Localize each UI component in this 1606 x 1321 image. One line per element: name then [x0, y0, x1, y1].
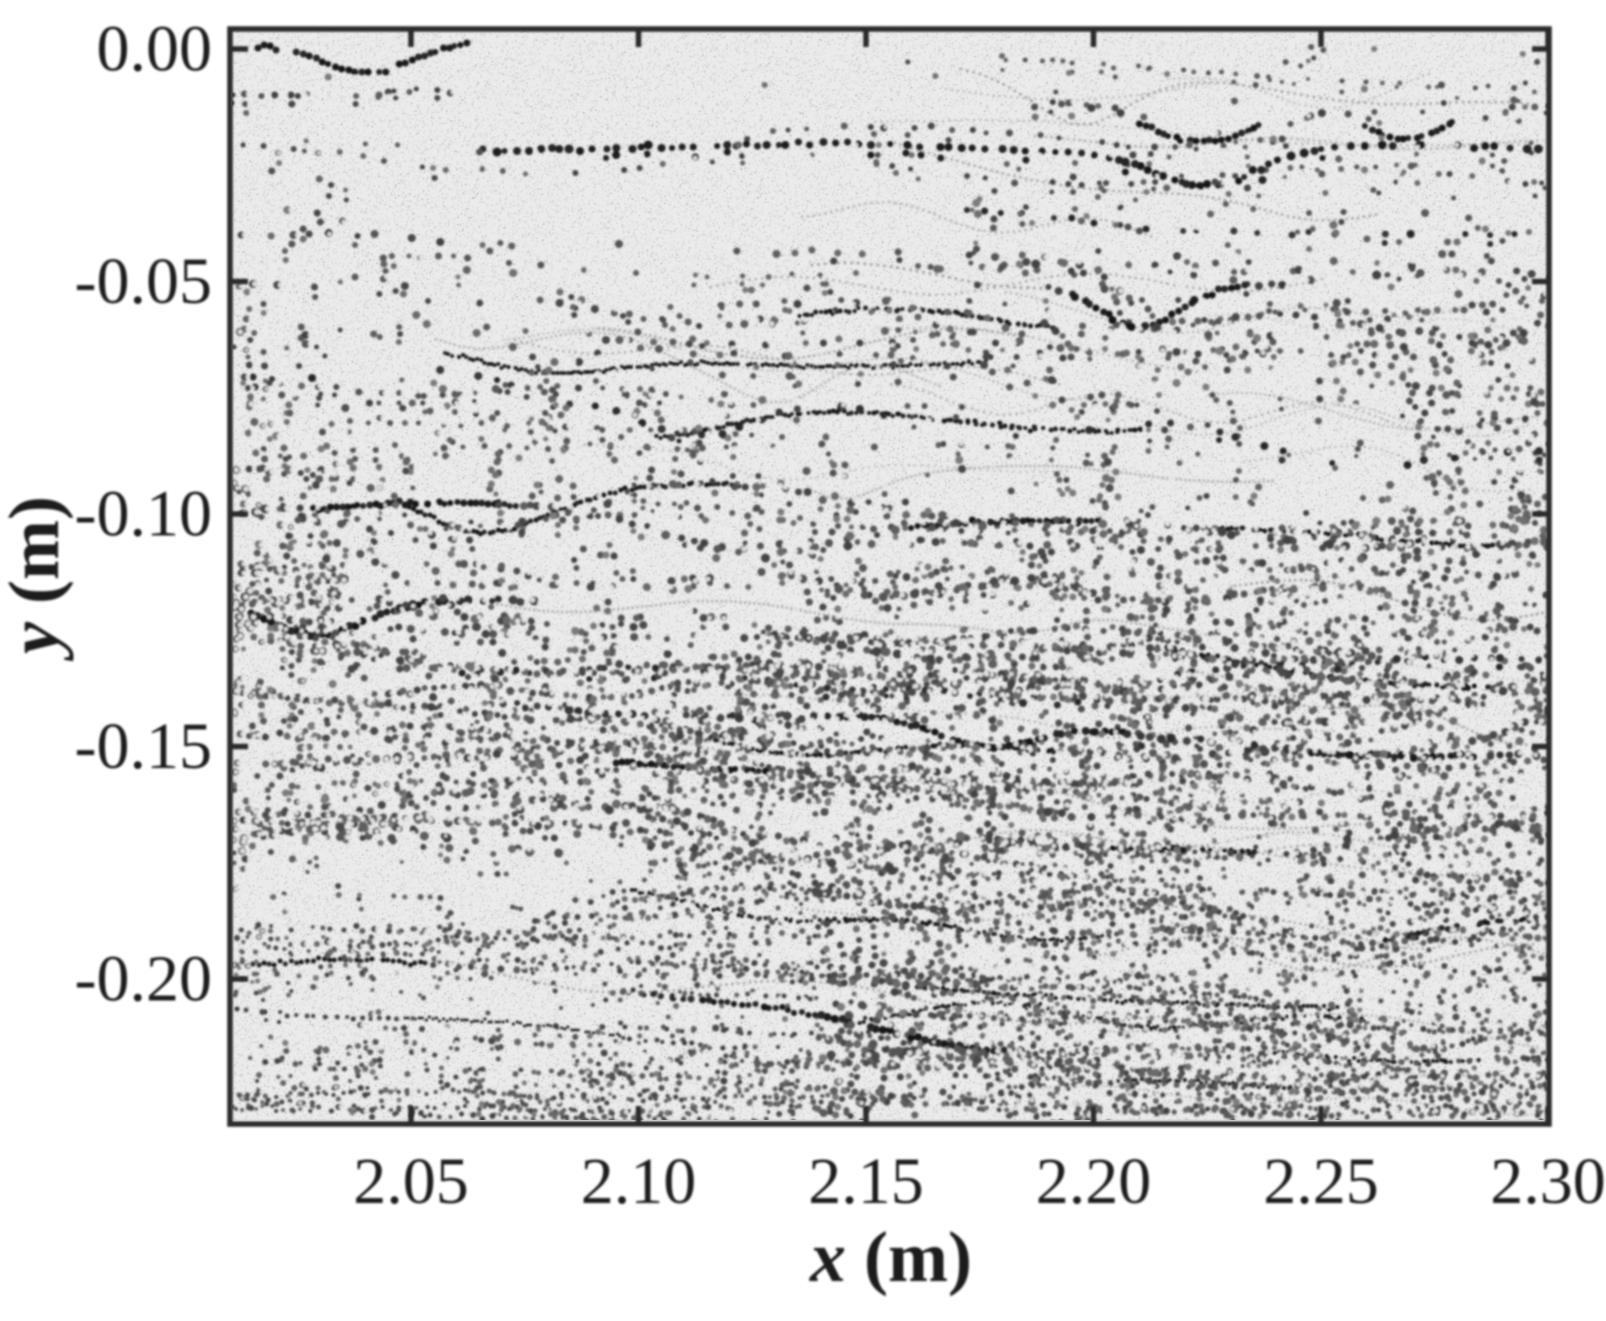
svg-text:-0.15: -0.15	[75, 710, 212, 783]
svg-text:0.00: 0.00	[97, 13, 213, 86]
svg-text:2.25: 2.25	[1263, 1145, 1379, 1218]
svg-text:2.20: 2.20	[1036, 1145, 1152, 1218]
svg-text:2.10: 2.10	[581, 1145, 697, 1218]
svg-text:-0.20: -0.20	[75, 943, 212, 1016]
svg-text:y (m): y (m)	[0, 496, 74, 662]
svg-text:-0.05: -0.05	[75, 245, 212, 318]
svg-text:x (m): x (m)	[809, 1217, 972, 1297]
svg-text:-0.10: -0.10	[75, 478, 212, 551]
svg-text:2.15: 2.15	[808, 1145, 924, 1218]
svg-text:2.30: 2.30	[1490, 1145, 1606, 1218]
svg-text:2.05: 2.05	[353, 1145, 469, 1218]
